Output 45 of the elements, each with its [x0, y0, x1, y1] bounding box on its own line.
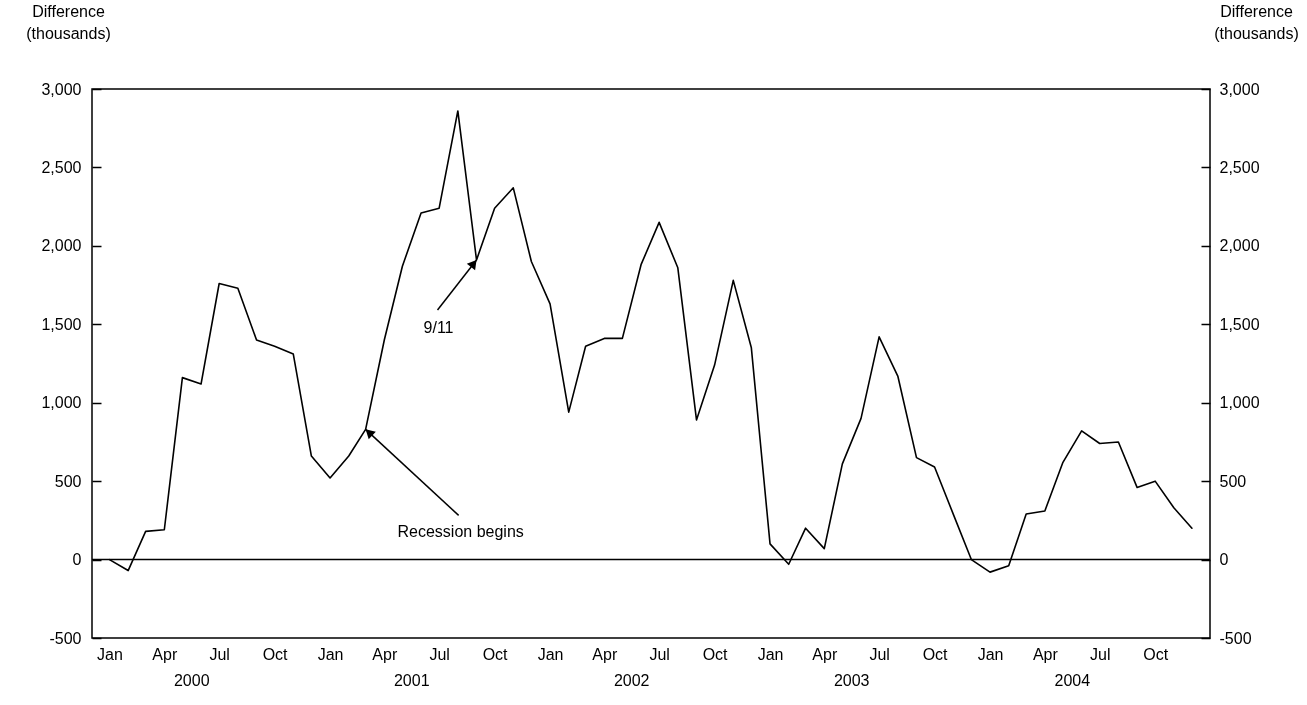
text: 2002 — [613, 672, 650, 689]
x-tick-label: Apr — [372, 645, 398, 663]
text: 2004 — [1054, 672, 1091, 689]
x-tick-label: Oct — [922, 645, 949, 663]
x-tick-label: Oct — [262, 645, 289, 663]
y2-tick-label: 500 — [1219, 472, 1247, 490]
x-tick-label: Jan — [537, 645, 564, 663]
y-axis-title: Difference (thousands) — [26, 2, 111, 42]
text: 2003 — [833, 672, 870, 689]
x-tick-label: Jul — [429, 645, 450, 663]
annotation: 9/11 — [423, 318, 454, 336]
y2-tick-label: 1,000 — [1219, 394, 1260, 412]
y-tick-label: 500 — [54, 472, 82, 490]
x-tick-label: Jul — [649, 645, 670, 663]
x-tick-label: Jan — [757, 645, 784, 663]
y2-tick-label: 1,500 — [1219, 315, 1260, 333]
y2-tick-label: -500 — [1219, 629, 1252, 647]
x-tick-label: Apr — [152, 645, 178, 663]
x-tick-label: Oct — [1143, 645, 1169, 663]
x-tick-label: Jul — [209, 645, 230, 663]
y-tick-label: 1,000 — [41, 394, 82, 412]
y-tick-label: -500 — [49, 629, 82, 647]
x-tick-label: Jul — [1089, 645, 1111, 663]
annotation: Recession begins — [397, 523, 524, 541]
y-tick-label: 2,500 — [41, 158, 82, 176]
y-tick-label: 0 — [72, 551, 82, 569]
y2-tick-label: 2,000 — [1219, 237, 1260, 255]
x-tick-label: Apr — [592, 645, 618, 663]
y-tick-label: 1,500 — [41, 315, 82, 333]
y2-tick-label: 0 — [1219, 551, 1229, 569]
y2-axis-title: Difference (thousands) — [1214, 2, 1299, 42]
x-tick-label: Apr — [812, 645, 838, 663]
x-tick-label: Oct — [482, 645, 509, 663]
x-tick-label: Jan — [97, 645, 123, 663]
y-tick-label: 2,000 — [41, 237, 82, 255]
x-tick-label: Jan — [317, 645, 344, 663]
text: 2001 — [393, 672, 430, 689]
x-tick-label: Jul — [869, 645, 890, 663]
y2-tick-label: 2,500 — [1219, 158, 1260, 176]
y2-tick-label: 3,000 — [1219, 80, 1260, 98]
x-tick-label: Apr — [1032, 645, 1059, 663]
y-tick-label: 3,000 — [41, 80, 82, 98]
x-tick-label: Oct — [702, 645, 729, 663]
x-tick-label: Jan — [977, 645, 1004, 663]
text: 2000 — [173, 672, 210, 689]
